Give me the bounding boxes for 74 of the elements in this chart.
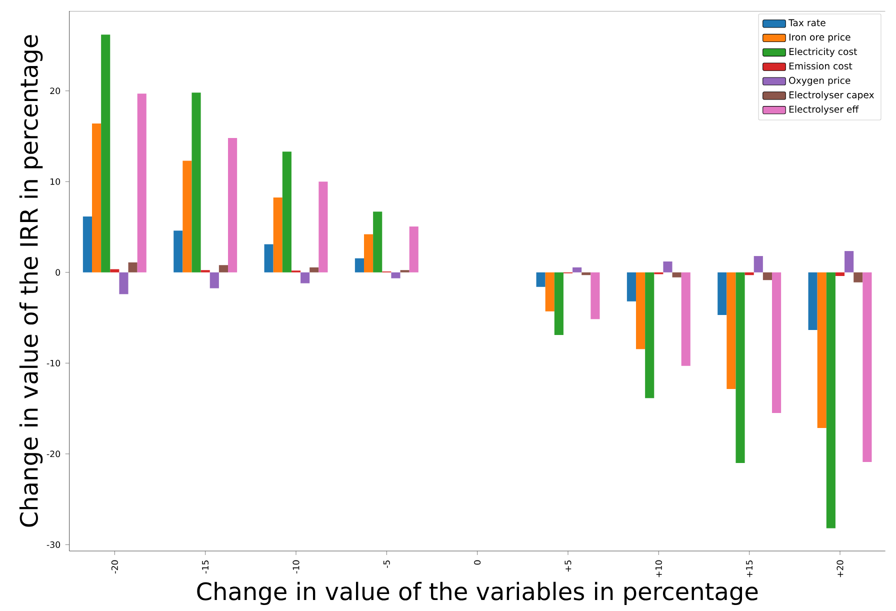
- legend-label: Oxygen price: [789, 76, 850, 86]
- bar: [391, 272, 400, 278]
- bar: [672, 272, 682, 278]
- x-tick-label: +10: [655, 560, 662, 578]
- bar: [626, 272, 636, 302]
- bar: [310, 267, 319, 272]
- bar: [101, 34, 110, 272]
- bar: [726, 272, 736, 389]
- legend-label: Electrolyser eff: [789, 106, 859, 115]
- bar: [182, 160, 192, 272]
- bar: [192, 92, 201, 272]
- bar: [681, 272, 690, 366]
- legend-label: Tax rate: [788, 19, 826, 26]
- bar: [264, 244, 274, 272]
- y-tick-label: -10: [46, 360, 60, 366]
- legend-label: Electrolyser capex: [789, 91, 874, 100]
- y-tick-label: -30: [46, 541, 60, 548]
- bar: [862, 272, 872, 462]
- x-tick-label: -15: [202, 560, 209, 574]
- bar: [128, 262, 138, 272]
- x-tick-label: -10: [292, 560, 300, 574]
- bar: [364, 234, 374, 272]
- bar: [854, 272, 863, 282]
- bar: [92, 124, 102, 272]
- y-axis-title: Change in value of the IRR in percentage: [19, 35, 43, 527]
- bar: [273, 197, 282, 272]
- bar: [582, 272, 591, 276]
- bar: [137, 94, 146, 272]
- x-tick-label: +5: [564, 560, 572, 572]
- bar: [754, 256, 763, 272]
- bar: [300, 272, 310, 284]
- x-tick-label: +15: [746, 560, 753, 578]
- y-tick-label: 10: [50, 178, 60, 185]
- legend-label: Emission cost: [789, 62, 852, 70]
- x-tick-label: -5: [383, 560, 390, 568]
- bar: [536, 272, 546, 287]
- bar: [817, 272, 826, 428]
- bar: [409, 226, 418, 272]
- bar: [282, 152, 292, 272]
- x-tick-label: 0: [474, 560, 481, 565]
- bar: [835, 272, 845, 276]
- bar: [572, 267, 582, 272]
- bar: [762, 272, 772, 280]
- bar: [318, 182, 328, 272]
- bar: [808, 272, 818, 330]
- bar: [736, 272, 745, 463]
- bar: [373, 212, 382, 272]
- bar: [354, 258, 364, 272]
- bar: [210, 272, 219, 288]
- bar: [744, 272, 754, 276]
- bar: [718, 272, 727, 316]
- bar: [554, 272, 564, 335]
- bar: [663, 261, 672, 272]
- bar: [228, 138, 238, 272]
- x-axis-title: Change in value of the variables in percentage: [197, 582, 758, 606]
- x-tick-label: +20: [836, 560, 844, 578]
- bar: [545, 272, 554, 312]
- legend-label: Iron ore price: [789, 33, 850, 42]
- bar: [772, 272, 782, 414]
- bar: [218, 265, 228, 272]
- bar: [636, 272, 646, 350]
- bar: [174, 230, 183, 272]
- bar: [119, 272, 128, 294]
- x-tick-label: -20: [111, 560, 118, 574]
- y-tick-label: 20: [50, 88, 60, 94]
- legend-label: Electricity cost: [789, 48, 858, 57]
- y-tick-label: 0: [56, 269, 60, 276]
- bar: [82, 216, 92, 272]
- bar: [844, 251, 854, 272]
- y-tick-label: -20: [46, 450, 60, 458]
- bar: [110, 269, 120, 272]
- bar: [590, 272, 600, 320]
- bar: [826, 272, 836, 528]
- bar: [645, 272, 654, 398]
